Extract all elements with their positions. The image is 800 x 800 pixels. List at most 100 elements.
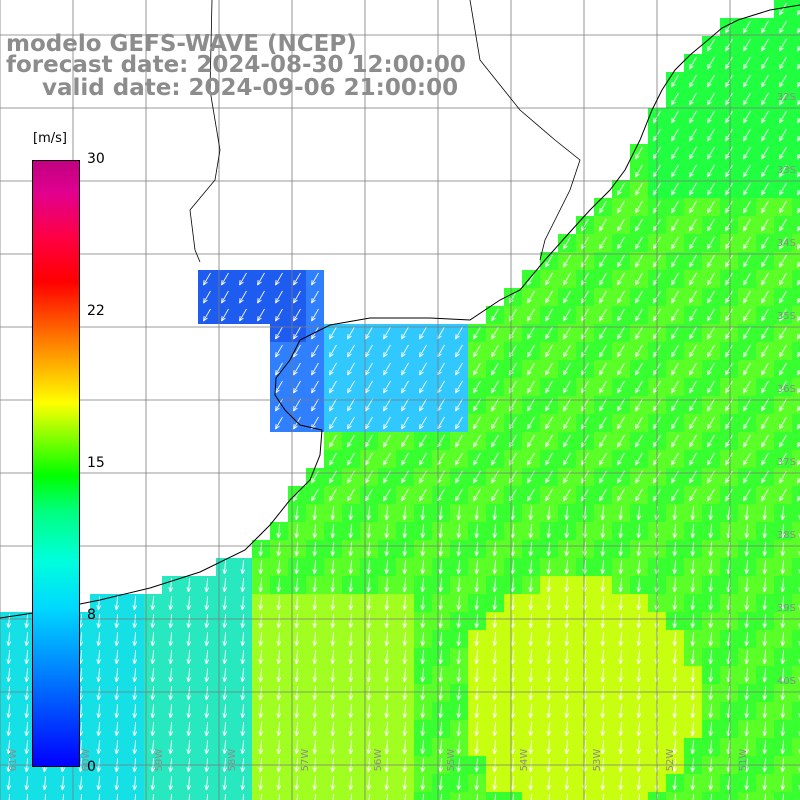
wind-arrow [347,488,355,502]
wind-arrow [743,488,751,502]
wind-arrow [348,721,354,737]
wind-arrow [456,631,462,647]
wind-arrow [420,577,426,593]
wind-arrow [240,703,246,719]
wind-arrow [383,434,391,448]
wind-arrow [563,290,571,304]
wind-arrow [294,739,300,755]
wind-arrow [546,577,552,593]
wind-arrow [762,505,768,521]
wind-cell [792,306,800,324]
wind-cell [792,270,800,288]
wind-arrow [402,613,408,629]
wind-cell [792,234,800,252]
wind-arrow [528,613,534,629]
wind-arrow [329,380,337,394]
wind-arrow [114,667,120,683]
wind-arrow [258,577,264,593]
wind-arrow [222,595,228,611]
wind-arrow [383,362,391,376]
wind-arrow [96,595,102,611]
wind-cell [792,540,800,558]
wind-arrow [744,613,750,629]
wind-arrow [96,685,102,701]
wind-arrow [545,290,553,304]
wind-arrow [545,434,553,448]
wind-arrow [312,649,318,665]
longitude-label: 58W [227,749,238,772]
wind-cell [792,792,800,800]
wind-arrow [689,326,697,340]
wind-arrow [600,595,606,611]
wind-arrow [239,272,247,286]
wind-arrow [492,631,498,647]
wind-arrow [438,577,444,593]
wind-arrow [240,685,246,701]
wind-arrow [311,380,319,394]
wind-arrow [204,631,210,647]
wind-arrow [491,326,499,340]
colorbar-tick: 15 [87,455,105,471]
wind-arrow [78,775,84,791]
wind-arrow [672,613,678,629]
wind-arrow [401,380,409,394]
longitude-label: 59W [154,749,165,772]
wind-arrow [258,703,264,719]
wind-arrow [672,739,678,755]
wind-arrow [455,416,463,430]
wind-arrow [402,631,408,647]
longitude-label: 57W [300,749,311,772]
wind-arrow [473,326,481,340]
wind-arrow [761,200,769,214]
wind-cell [792,0,800,18]
wind-arrow [222,667,228,683]
wind-arrow [584,793,587,800]
wind-arrow [689,182,697,196]
wind-arrow [708,613,714,629]
wind-arrow [671,236,679,250]
wind-arrow [671,164,679,178]
wind-arrow [779,308,787,322]
wind-arrow [260,793,263,800]
wind-arrow [474,739,480,755]
wind-arrow [671,92,679,106]
wind-arrow [725,308,733,322]
wind-arrow [329,452,337,466]
wind-arrow [564,703,570,719]
wind-arrow [311,488,319,502]
wind-arrow [24,649,30,665]
wind-arrow [492,685,498,701]
wind-arrow [240,559,246,575]
wind-arrow [204,649,210,665]
wind-arrow [617,236,625,250]
wind-arrow [744,541,750,557]
wind-arrow [710,793,713,800]
wind-cell [792,522,800,540]
wind-arrow [725,398,733,412]
wind-arrow [636,649,642,665]
wind-arrow [347,452,355,466]
wind-arrow [402,595,408,611]
wind-arrow [402,541,408,557]
wind-arrow [707,128,715,142]
wind-arrow [491,452,499,466]
wind-arrow [24,685,30,701]
wind-arrow [384,685,390,701]
wind-arrow [203,308,211,322]
wind-arrow [132,739,138,755]
longitude-label: 56W [373,749,384,772]
wind-arrow [329,434,337,448]
wind-arrow [168,667,174,683]
wind-arrow [743,110,751,124]
wind-arrow [330,541,336,557]
wind-cell [792,252,800,270]
wind-arrow [797,333,800,340]
wind-arrow [528,577,534,593]
wind-arrow [708,739,714,755]
wind-arrow [779,92,787,106]
wind-arrow [491,362,499,376]
wind-arrow [635,164,643,178]
wind-arrow [221,290,229,304]
wind-arrow [312,595,318,611]
